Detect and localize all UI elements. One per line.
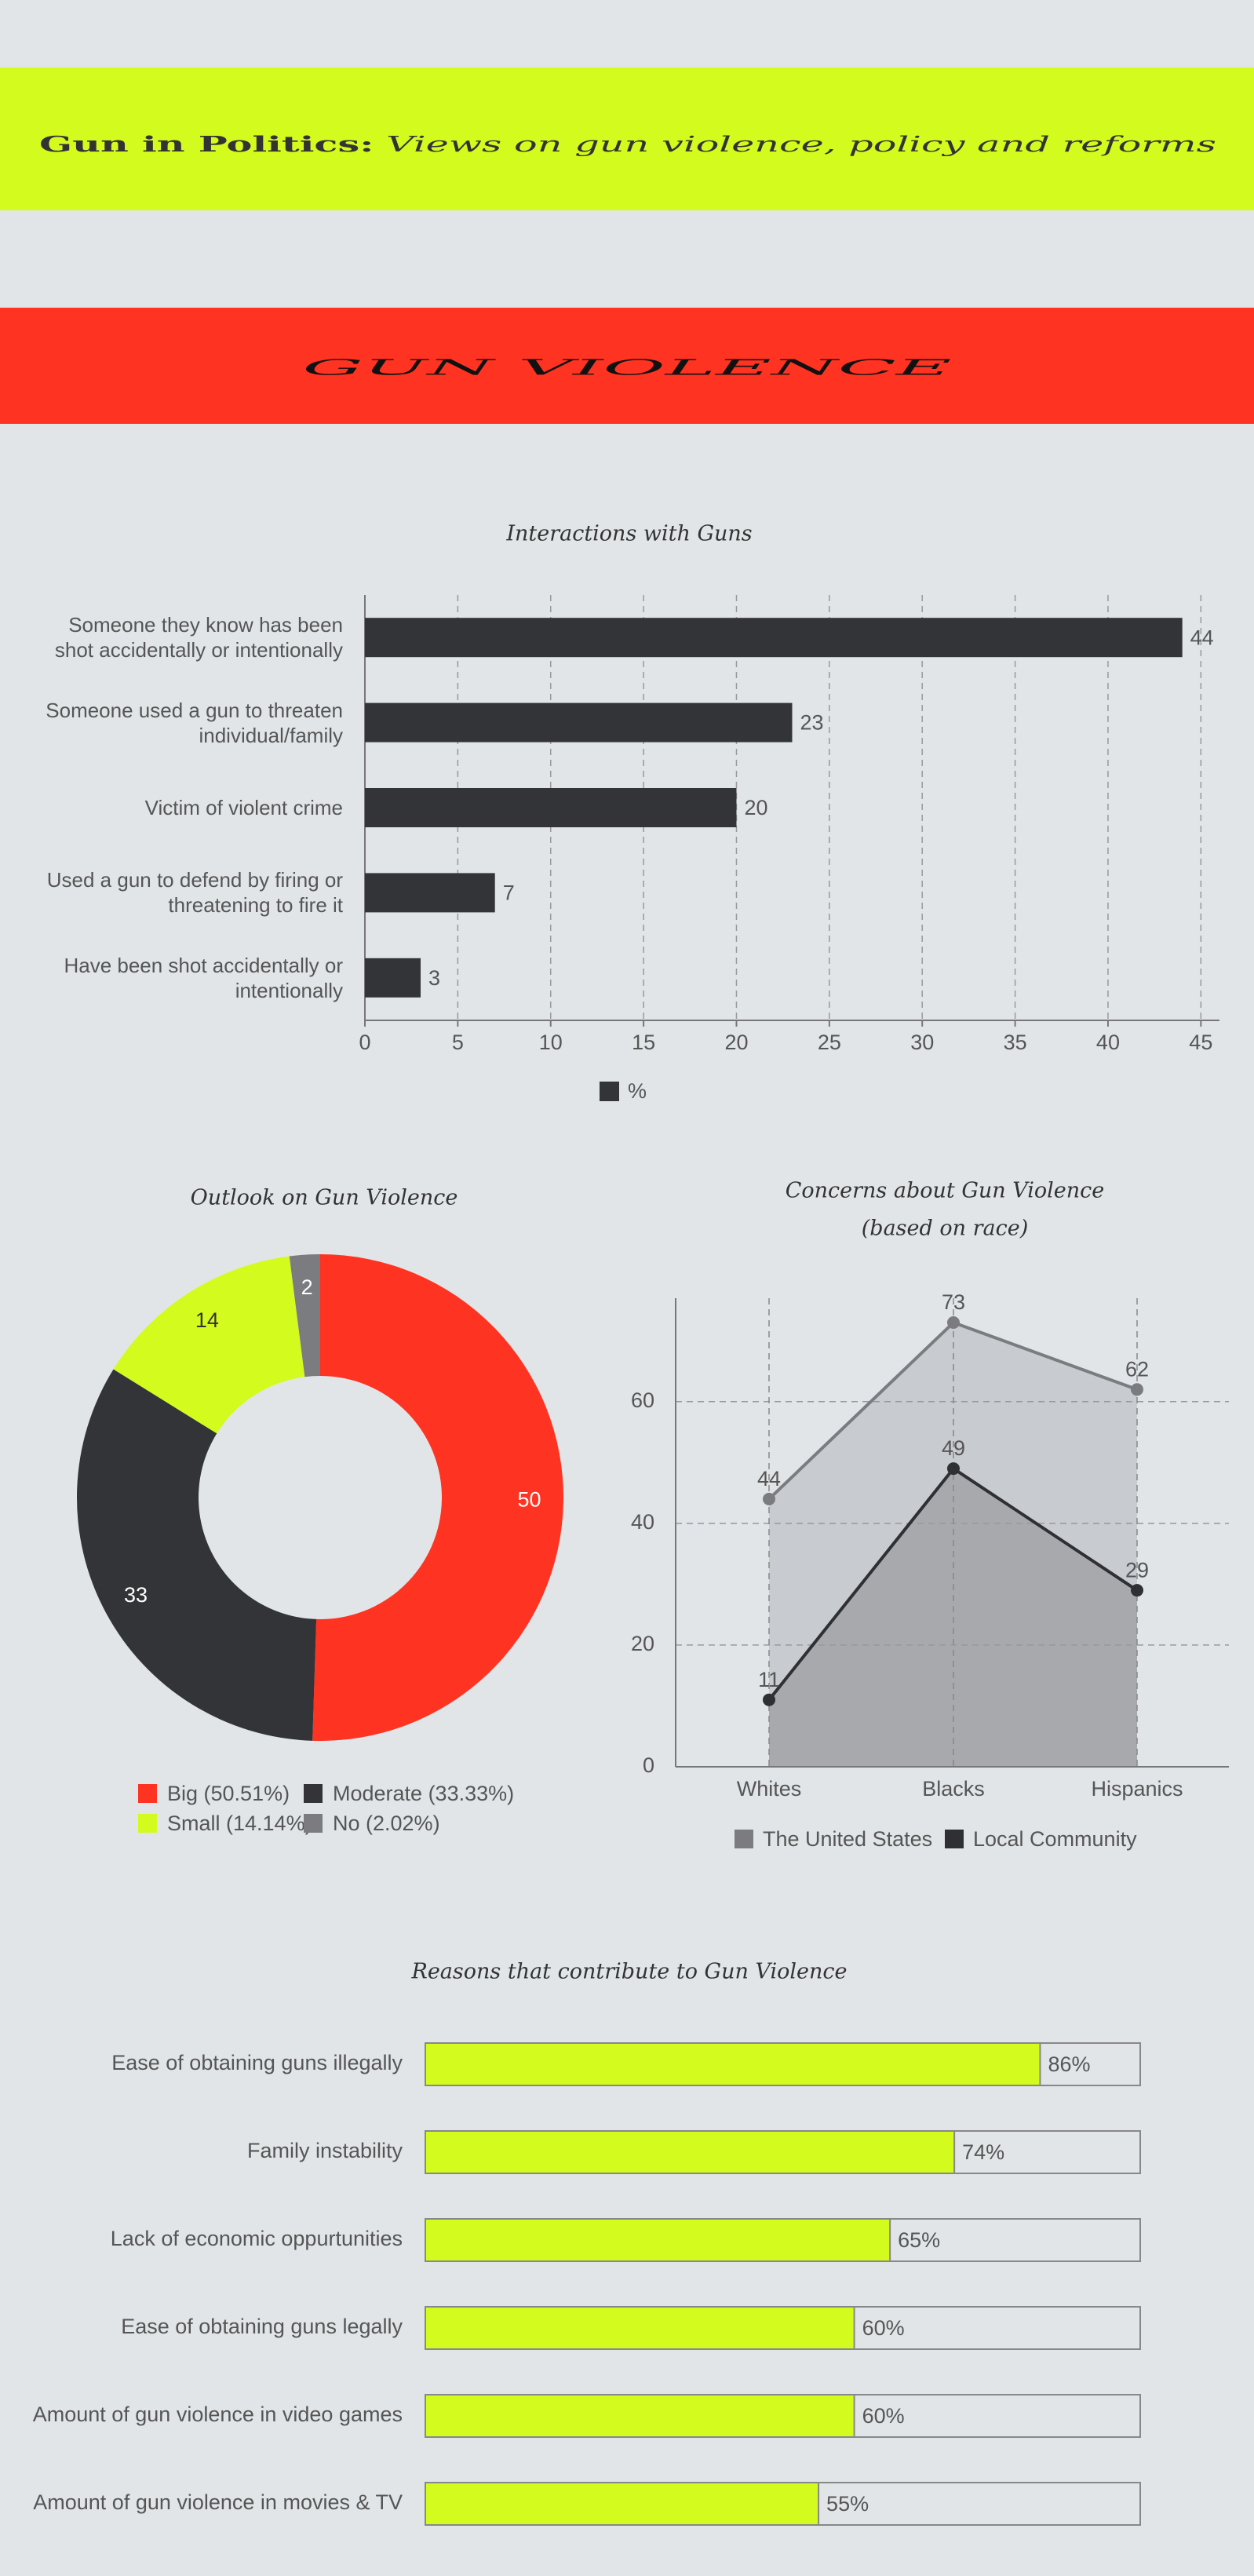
bar bbox=[365, 958, 421, 998]
data-label: 60% bbox=[862, 2316, 905, 2340]
data-label: 62 bbox=[1125, 1357, 1149, 1381]
point bbox=[1131, 1383, 1143, 1396]
bar bbox=[425, 2218, 891, 2262]
y-tick-label: Lack of economic oppurtunities bbox=[111, 2227, 403, 2250]
y-tick-label: Family instability bbox=[247, 2139, 403, 2162]
data-label: 44 bbox=[757, 1467, 781, 1491]
data-label: 44 bbox=[1190, 626, 1214, 649]
point bbox=[763, 1693, 775, 1706]
data-label: 55% bbox=[826, 2492, 869, 2516]
banner bbox=[0, 308, 1254, 424]
point bbox=[947, 1462, 960, 1476]
chart-title: Outlook on Gun Violence bbox=[191, 1186, 458, 1210]
x-tick-label: 20 bbox=[724, 1031, 748, 1054]
bar bbox=[425, 2482, 820, 2526]
legend-label: Small (14.14%) bbox=[167, 1812, 312, 1835]
data-label: 23 bbox=[800, 711, 824, 735]
data-label: 11 bbox=[758, 1668, 780, 1691]
banner-title: GUN VIOLENCE bbox=[303, 356, 953, 381]
legend-swatch bbox=[600, 1082, 619, 1101]
bar bbox=[425, 2306, 855, 2350]
legend-swatch bbox=[304, 1784, 323, 1803]
x-tick-label: 0 bbox=[359, 1031, 370, 1054]
legend-label: Big (50.51%) bbox=[167, 1782, 290, 1805]
slice bbox=[289, 1254, 320, 1377]
data-label: 86% bbox=[1048, 2052, 1090, 2076]
x-tick-label: 40 bbox=[1096, 1031, 1120, 1054]
slice bbox=[76, 1369, 317, 1741]
data-label: 2 bbox=[301, 1275, 313, 1299]
y-tick-label: Ease of obtaining guns legally bbox=[121, 2315, 403, 2338]
data-label: 74% bbox=[962, 2140, 1004, 2164]
data-label: 65% bbox=[898, 2228, 940, 2252]
x-tick-label: 35 bbox=[1004, 1031, 1027, 1054]
legend-label: % bbox=[628, 1079, 647, 1103]
x-tick-label: 45 bbox=[1189, 1031, 1212, 1054]
data-label: 29 bbox=[1125, 1558, 1149, 1582]
y-tick-label: Ease of obtaining guns illegally bbox=[111, 2051, 403, 2074]
y-tick-label: Used a gun to defend by firing or threat… bbox=[46, 868, 343, 918]
legend-swatch bbox=[138, 1784, 157, 1803]
legend-label: Local Community bbox=[973, 1827, 1137, 1851]
data-label: 73 bbox=[942, 1290, 965, 1314]
data-label: 20 bbox=[744, 796, 767, 819]
bar bbox=[425, 2130, 956, 2174]
data-label: 7 bbox=[503, 881, 515, 905]
x-tick-label: 25 bbox=[818, 1031, 841, 1054]
bar bbox=[425, 2394, 855, 2438]
y-tick-label: 0 bbox=[643, 1753, 654, 1777]
y-tick-label: 60 bbox=[631, 1388, 654, 1412]
bar bbox=[365, 618, 1183, 658]
y-tick-label: Amount of gun violence in movies & TV bbox=[33, 2490, 403, 2514]
legend-swatch bbox=[945, 1830, 964, 1848]
chart-title: Reasons that contribute to Gun Violence bbox=[411, 1960, 848, 1984]
x-tick-label: 30 bbox=[910, 1031, 934, 1054]
legend-label: Moderate (33.33%) bbox=[333, 1782, 514, 1805]
y-tick-label: 40 bbox=[631, 1510, 654, 1534]
data-label: 50 bbox=[518, 1487, 541, 1511]
data-label: 3 bbox=[428, 966, 440, 990]
y-tick-label: 20 bbox=[631, 1632, 654, 1655]
legend-swatch bbox=[138, 1814, 157, 1833]
y-tick-label: Amount of gun violence in video games bbox=[33, 2403, 403, 2426]
legend-swatch bbox=[735, 1830, 753, 1848]
legend-swatch bbox=[304, 1814, 323, 1833]
data-label: 49 bbox=[942, 1436, 965, 1460]
y-tick-label: Someone they know has been shot accident… bbox=[54, 613, 343, 662]
point bbox=[947, 1316, 960, 1330]
header-title: Gun in Politics: Views on gun violence, … bbox=[39, 133, 1216, 157]
data-label: 33 bbox=[124, 1583, 148, 1607]
x-tick-label: Hispanics bbox=[1091, 1777, 1183, 1801]
header-band bbox=[0, 68, 1254, 210]
bar bbox=[365, 788, 737, 827]
data-label: 14 bbox=[195, 1308, 219, 1332]
x-tick-label: 15 bbox=[632, 1031, 655, 1054]
x-tick-label: Whites bbox=[737, 1777, 802, 1801]
chart-title: Interactions with Guns bbox=[505, 522, 752, 546]
bar bbox=[365, 873, 495, 913]
legend-label: No (2.02%) bbox=[333, 1812, 440, 1835]
point bbox=[763, 1492, 775, 1505]
slice bbox=[113, 1256, 305, 1434]
x-tick-label: 5 bbox=[452, 1031, 464, 1054]
x-tick-label: Blacks bbox=[922, 1777, 985, 1801]
slice bbox=[312, 1254, 563, 1741]
bar bbox=[365, 702, 793, 743]
header-title-italic: Views on gun violence, policy and reform… bbox=[386, 133, 1216, 157]
y-tick-label: Someone used a gun to threaten individua… bbox=[46, 698, 343, 747]
y-tick-label: Victim of violent crime bbox=[144, 796, 343, 819]
point bbox=[1131, 1584, 1143, 1597]
x-tick-label: 10 bbox=[539, 1031, 563, 1054]
bar bbox=[425, 2042, 1041, 2086]
y-tick-label: Have been shot accidentally or intention… bbox=[64, 953, 343, 1002]
legend-label: The United States bbox=[763, 1827, 932, 1851]
data-label: 60% bbox=[862, 2404, 905, 2428]
chart-title: (based on race) bbox=[862, 1217, 1028, 1241]
chart-title: Concerns about Gun Violence bbox=[786, 1179, 1105, 1203]
header-title-bold: Gun in Politics: bbox=[39, 133, 374, 157]
